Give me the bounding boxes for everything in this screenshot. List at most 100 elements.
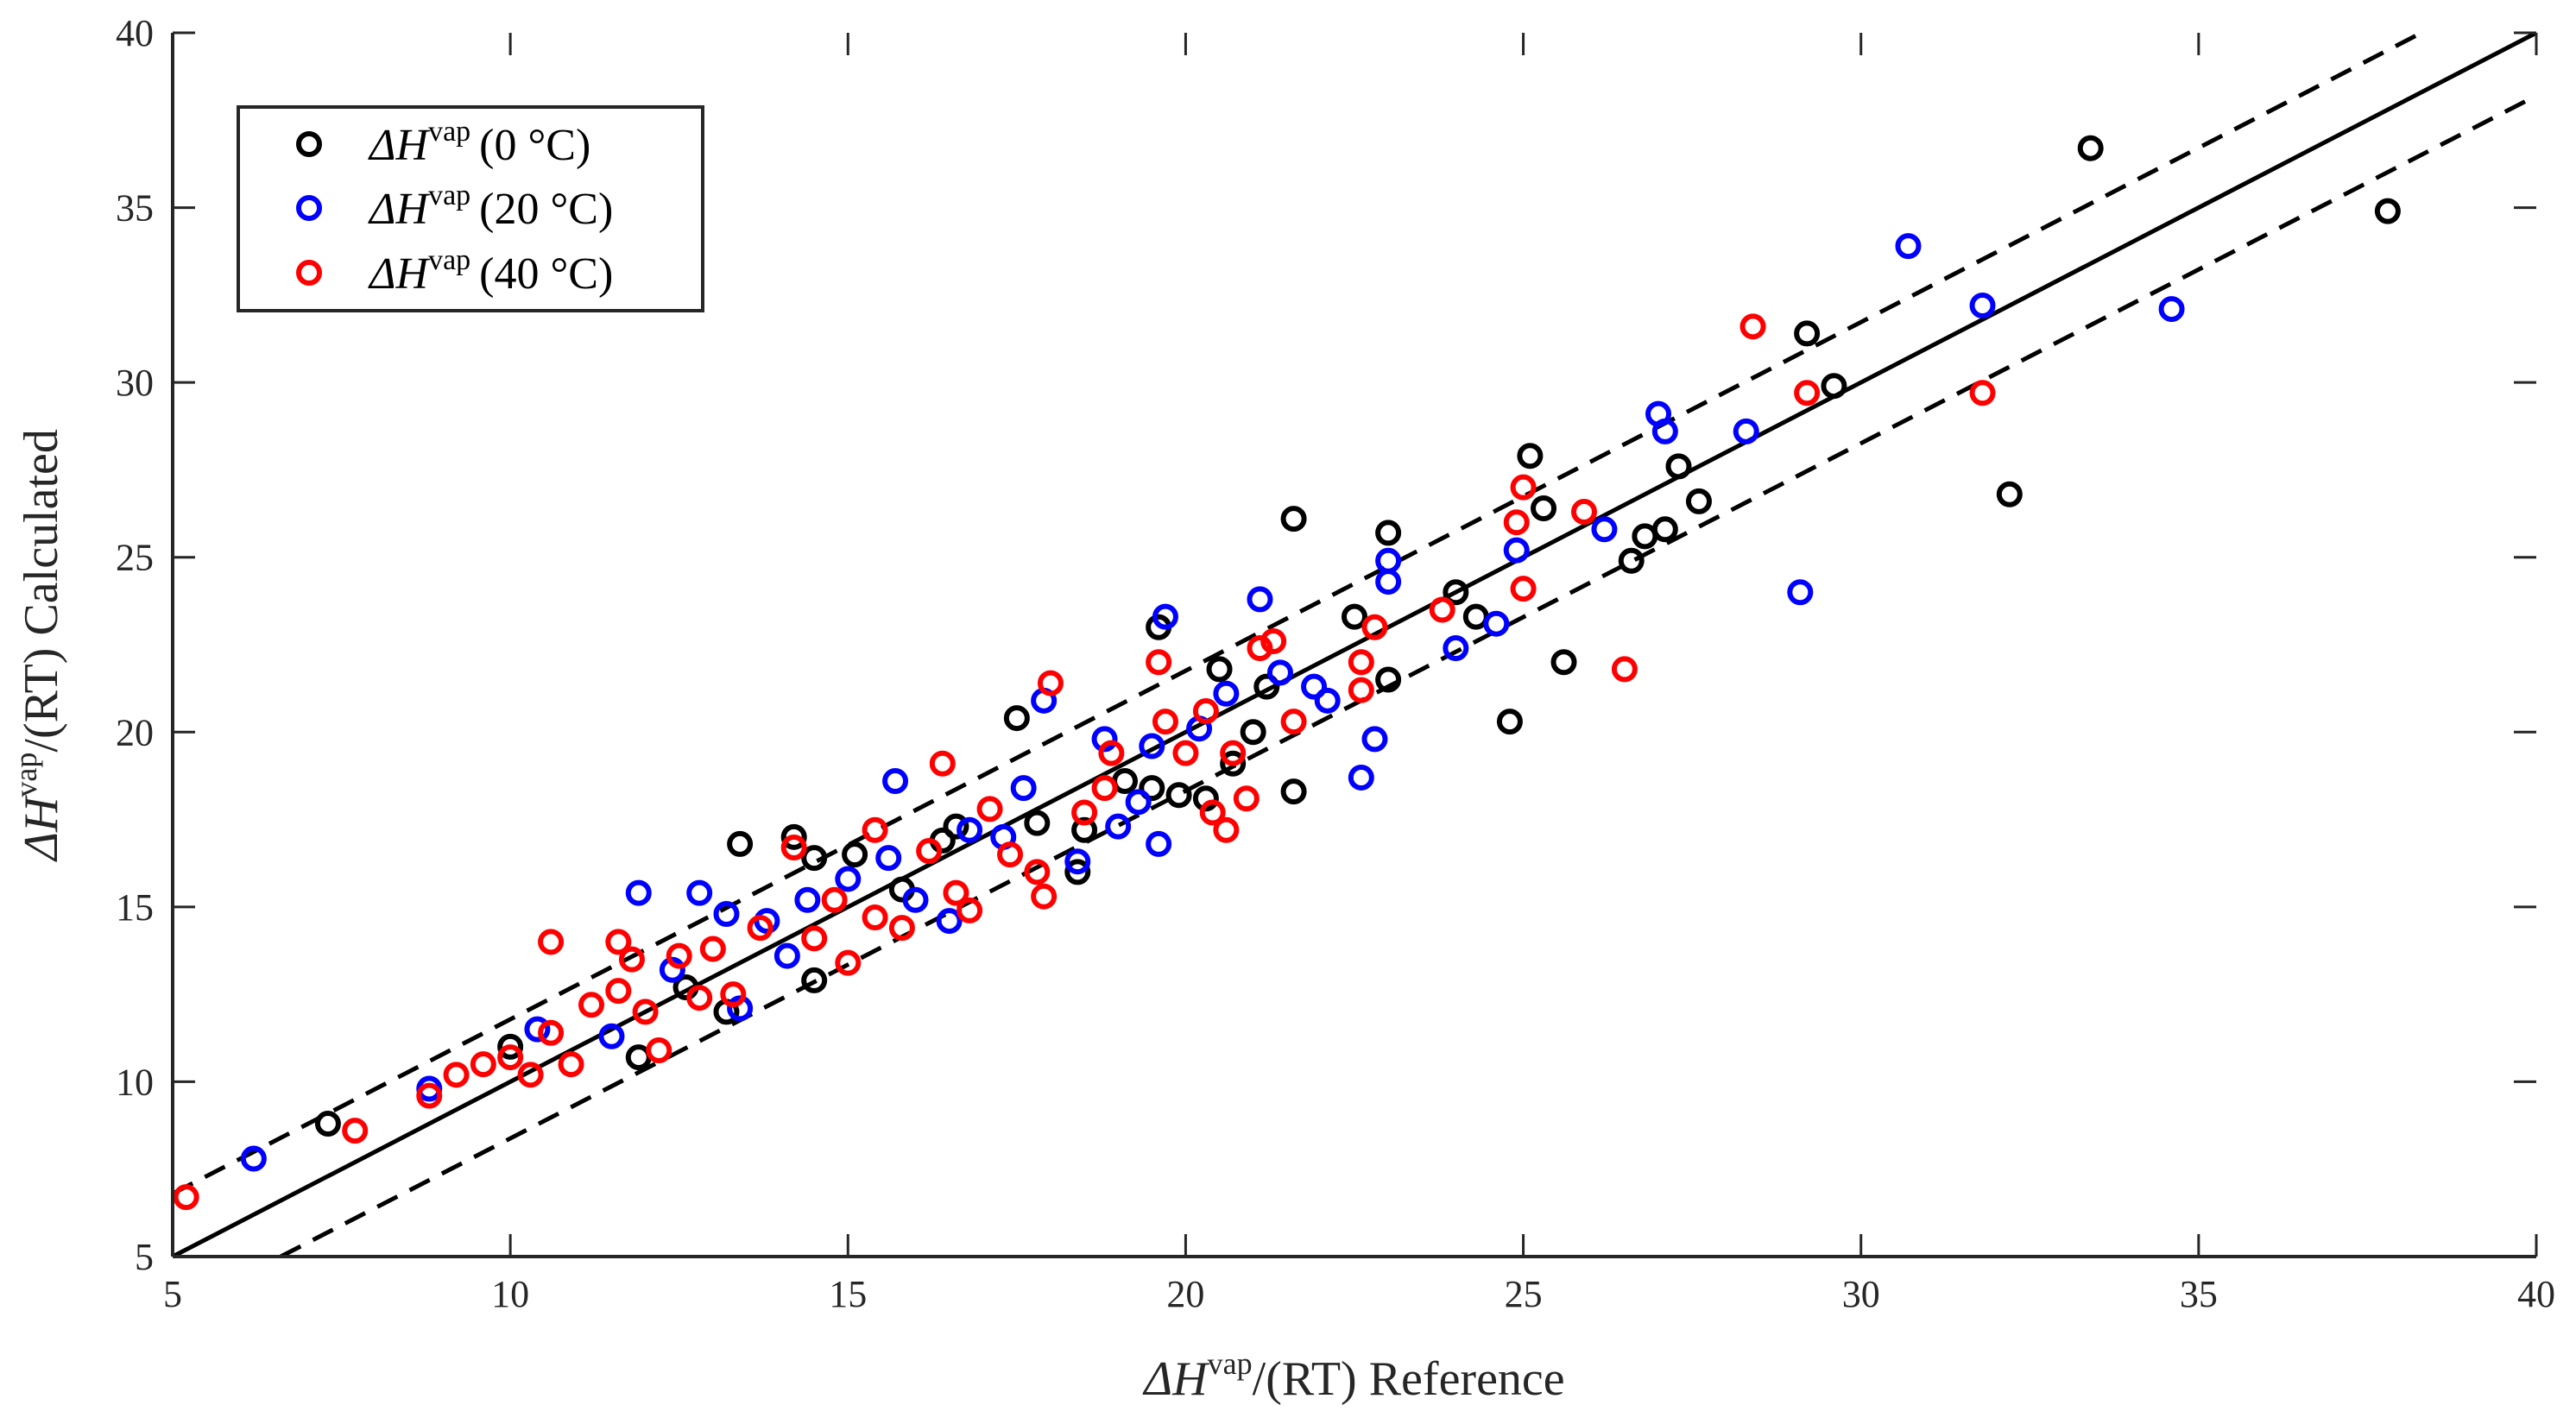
data-point — [686, 985, 713, 1011]
data-point — [470, 1051, 496, 1078]
data-point — [538, 929, 565, 955]
x-tick-label: 30 — [1842, 1273, 1880, 1315]
data-point — [1821, 373, 1847, 400]
legend-box — [237, 105, 704, 312]
data-point — [1098, 740, 1125, 766]
data-point — [780, 823, 807, 850]
data-point — [1969, 380, 1996, 406]
data-point — [1010, 775, 1037, 802]
legend-marker-20c — [296, 195, 322, 221]
data-point — [1247, 635, 1273, 662]
x-tick-label: 10 — [491, 1273, 529, 1315]
x-tick-label: 40 — [2517, 1273, 2555, 1315]
data-point — [957, 897, 983, 923]
data-point — [773, 942, 800, 969]
legend-20c-condition: (20 °C) — [479, 185, 613, 234]
legend-0c-symbol: ΔH — [368, 121, 431, 170]
data-point — [713, 900, 740, 927]
data-point — [780, 834, 807, 860]
data-point — [1260, 627, 1287, 654]
data-point — [2077, 135, 2104, 161]
legend-20c-superscript: vap — [428, 180, 470, 211]
y-tick-label: 10 — [116, 1061, 154, 1103]
data-point — [686, 879, 713, 906]
data-point — [1220, 750, 1247, 777]
axes — [171, 33, 2536, 1258]
x-tick-label: 20 — [1166, 1273, 1204, 1315]
y-tick-label: 20 — [116, 711, 154, 753]
data-point — [1496, 709, 1523, 735]
data-point — [835, 949, 862, 976]
data-point — [1969, 293, 1996, 319]
data-point — [1220, 740, 1247, 766]
data-point — [1996, 481, 2023, 507]
data-point — [1517, 443, 1544, 469]
data-point — [1794, 320, 1821, 347]
data-point — [1213, 816, 1240, 843]
data-point — [558, 1051, 584, 1078]
y-tick-label: 15 — [116, 886, 154, 929]
data-point — [1361, 726, 1388, 753]
data-point — [1280, 778, 1307, 805]
legend-40c-superscript: vap — [428, 244, 470, 276]
data-point — [720, 981, 747, 1008]
data-point — [1348, 764, 1374, 791]
y-axis-label-superscript: vap — [9, 753, 43, 797]
data-point — [888, 915, 915, 942]
data-point — [240, 1145, 267, 1172]
data-point — [1031, 883, 1058, 910]
data-point — [957, 816, 983, 843]
data-point — [2374, 198, 2401, 224]
data-point — [497, 1044, 524, 1071]
data-point — [1240, 719, 1266, 746]
data-point — [578, 992, 605, 1018]
data-point — [1125, 789, 1152, 816]
data-point — [842, 841, 868, 868]
data-point — [801, 967, 828, 993]
data-point — [598, 1023, 625, 1049]
y-tick-label: 40 — [116, 12, 154, 54]
data-point — [1152, 709, 1178, 735]
data-point — [875, 845, 902, 872]
data-point — [936, 908, 963, 935]
data-point — [794, 886, 821, 913]
data-point — [1429, 596, 1455, 623]
data-point — [1503, 537, 1530, 564]
data-point — [1247, 586, 1273, 613]
legend-40c-symbol: ΔH — [368, 249, 431, 299]
x-axis-label: ΔHvap/(RT) Reference — [1142, 1346, 1564, 1406]
data-point — [1570, 499, 1597, 526]
data-point — [1064, 859, 1091, 885]
data-point — [625, 879, 652, 906]
data-point — [1375, 547, 1402, 574]
data-point — [1071, 799, 1098, 826]
data-point — [1651, 418, 1678, 444]
data-point — [943, 879, 969, 906]
x-axis-label-superscript: vap — [1208, 1346, 1253, 1381]
data-point — [1301, 673, 1328, 700]
data-point — [605, 978, 632, 1005]
data-point — [1314, 687, 1341, 714]
data-point — [727, 830, 754, 857]
x-tick-label: 25 — [1505, 1273, 1543, 1315]
data-point — [1280, 709, 1307, 735]
data-point — [1685, 488, 1712, 514]
data-point — [862, 816, 888, 843]
data-point — [1105, 813, 1132, 840]
data-point — [497, 1033, 524, 1060]
data-point — [862, 904, 888, 931]
legend-0c-condition: (0 °C) — [479, 121, 590, 170]
data-point — [1665, 453, 1692, 480]
data-point — [1037, 670, 1064, 696]
y-tick-label: 30 — [116, 362, 154, 404]
data-point — [1253, 673, 1280, 700]
data-point — [821, 886, 848, 913]
data-point — [1531, 495, 1557, 521]
data-point — [416, 1082, 443, 1109]
data-point — [1342, 603, 1367, 630]
data-point — [443, 1062, 470, 1088]
data-point — [1024, 859, 1051, 885]
data-point — [1794, 380, 1821, 406]
lower-bound-line — [280, 93, 2536, 1257]
